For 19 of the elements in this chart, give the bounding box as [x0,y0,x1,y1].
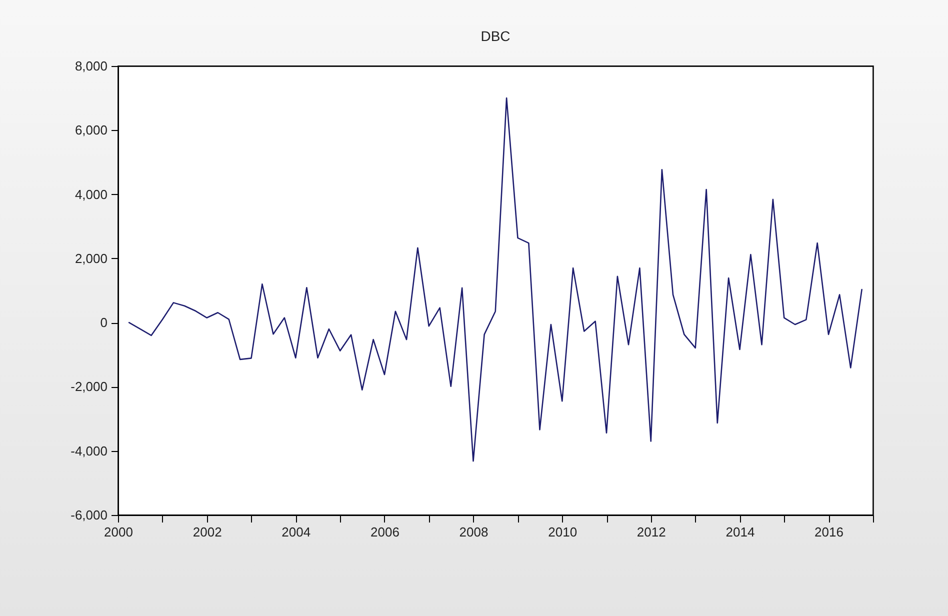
x-tick-label: 2006 [370,524,400,540]
y-tick-label: 2,000 [74,250,108,266]
y-tick-label: -6,000 [70,508,108,522]
x-tick-label: 2002 [192,524,222,540]
y-tick-label: 4,000 [74,186,108,202]
x-tick-label: 2008 [459,524,488,540]
x-tick-label: 2010 [548,524,578,540]
line-series [128,97,862,462]
x-tick-label: 2012 [636,524,666,540]
y-tick-label: 8,000 [74,58,108,74]
y-tick-label: -4,000 [70,443,108,458]
x-tick-label: 2000 [104,524,133,540]
y-tick-label: -2,000 [70,379,108,394]
x-tick-label: 2004 [282,524,311,540]
x-tick-label: 2016 [814,524,844,540]
x-tick-label: 2014 [726,524,755,540]
y-tick-label: 6,000 [74,122,108,138]
chart-title: DBC [480,28,510,44]
y-tick-label: 0 [100,315,108,330]
